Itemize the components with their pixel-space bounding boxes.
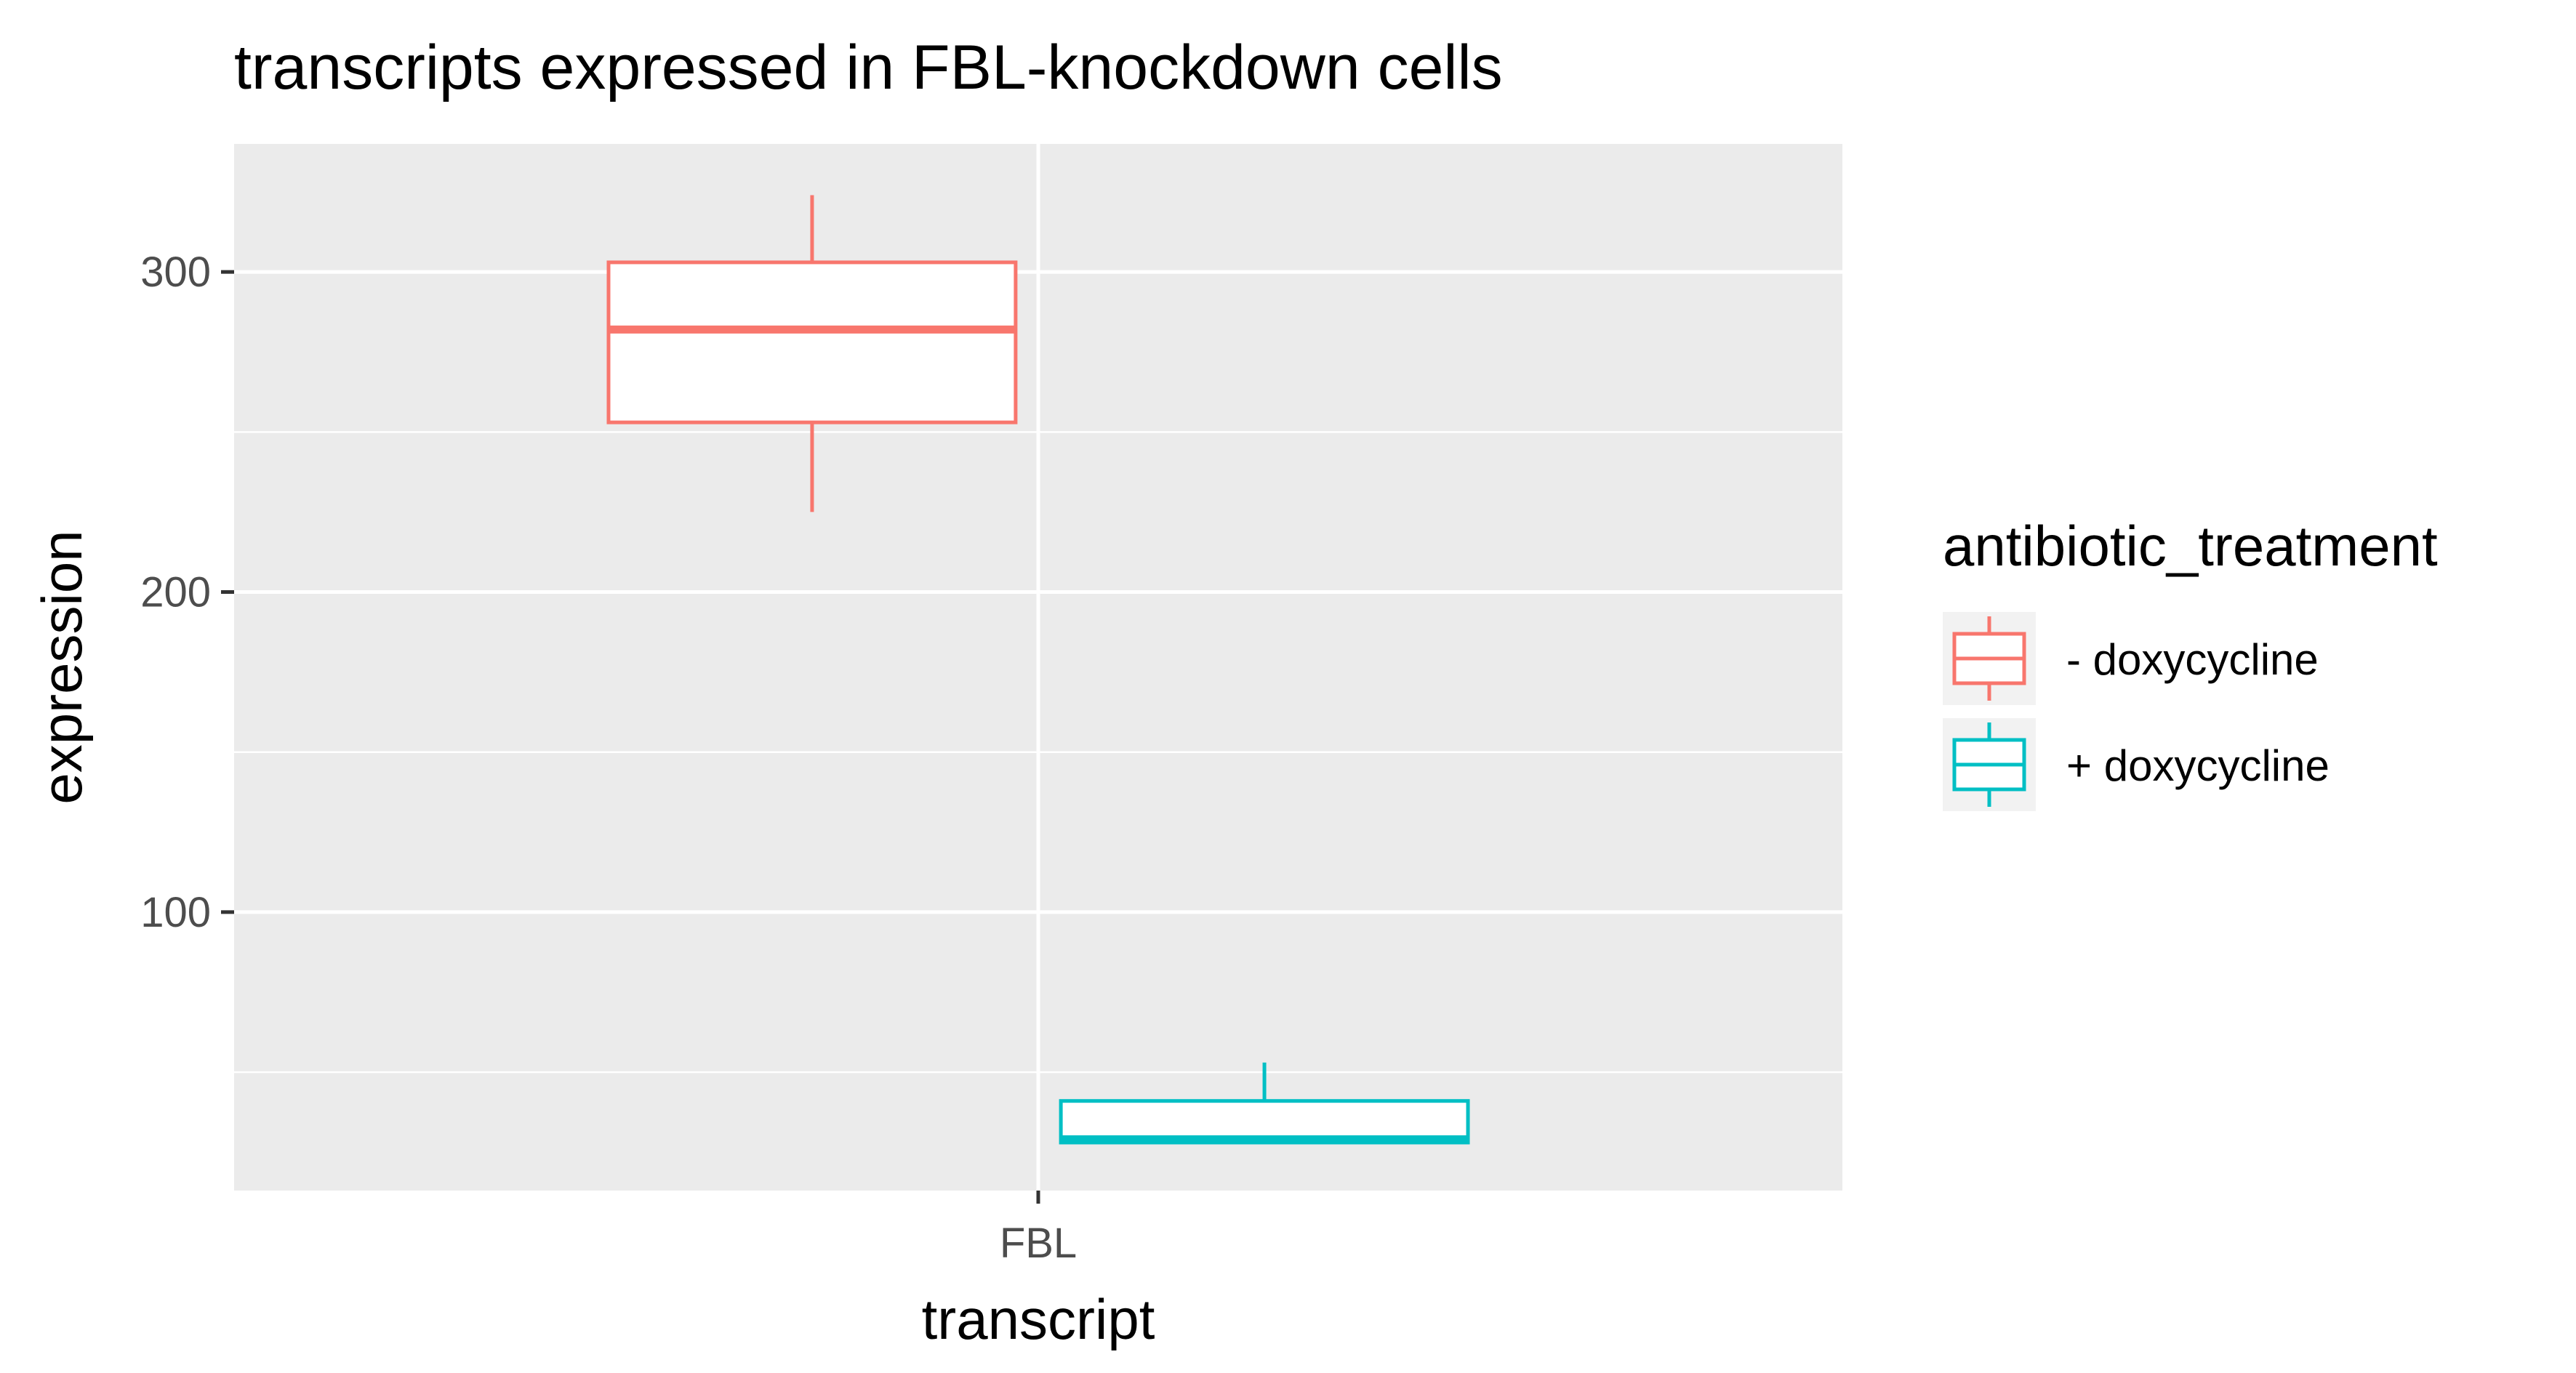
legend: antibiotic_treatment - doxycycline + doxy… — [1943, 514, 2438, 811]
legend-item: + doxycycline — [1943, 718, 2330, 811]
boxes — [606, 195, 1470, 1145]
y-axis-title: expression — [30, 530, 94, 804]
y-tick-label: 300 — [140, 249, 211, 296]
legend-label: + doxycycline — [2066, 741, 2330, 790]
axes: FBL 100 200 300 — [140, 249, 1077, 1267]
box-minus-doxycycline — [606, 195, 1018, 512]
legend-item: - doxycycline — [1943, 612, 2319, 705]
gridlines — [234, 144, 1842, 1191]
x-tick-label: FBL — [1000, 1220, 1077, 1267]
legend-label: - doxycycline — [2066, 635, 2319, 684]
y-tick-label: 200 — [140, 569, 211, 616]
x-axis-title: transcript — [922, 1287, 1155, 1351]
chart-title: transcripts expressed in FBL-knockdown c… — [234, 33, 1503, 102]
legend-title: antibiotic_treatment — [1943, 514, 2438, 578]
y-tick-label: 100 — [140, 889, 211, 936]
box-plus-doxycycline — [1059, 1062, 1470, 1145]
box-body — [606, 260, 1018, 424]
